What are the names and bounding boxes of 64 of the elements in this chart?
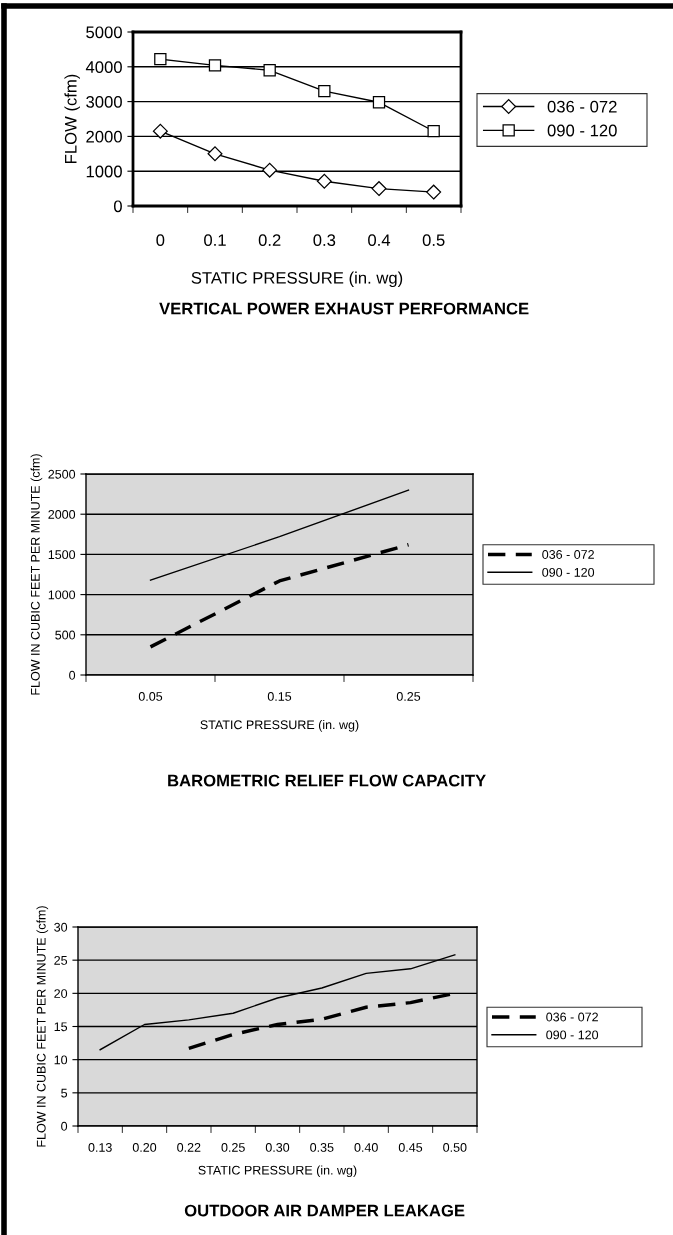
- point: [263, 64, 276, 77]
- x-tick-label: 0.15: [267, 692, 292, 701]
- x-tick-label: 0.22: [177, 1143, 201, 1152]
- y-tick-label: 1500: [48, 550, 76, 560]
- y-tick-label: 5000: [86, 26, 122, 39]
- y-tick-label: 4000: [85, 61, 122, 73]
- legend-label: 090 - 120: [546, 1030, 599, 1040]
- y-tick-label: 500: [55, 630, 76, 640]
- legend-label: 090 - 120: [547, 124, 617, 137]
- text: BAROMETRIC RELIEF FLOW CAPACITY: [168, 774, 486, 787]
- text: OUTDOOR AIR DAMPER LEAKAGE: [184, 1204, 465, 1217]
- y-tick-label: 3000: [86, 96, 122, 108]
- y-axis-title: FLOW (cfm): [64, 74, 80, 163]
- x-axis-title: STATIC PRESSURE (in. wg): [198, 1165, 357, 1178]
- text: VERTICAL POWER EXHAUST PERFORMANCE: [159, 302, 529, 315]
- x-tick-label: 0.25: [221, 1143, 245, 1152]
- point: [371, 181, 387, 197]
- y-tick-label: 25: [54, 955, 68, 965]
- x-tick-label: 0.40: [354, 1143, 378, 1152]
- x-tick-label: 0.45: [398, 1143, 423, 1152]
- point: [154, 52, 167, 66]
- point: [426, 184, 442, 200]
- point: [316, 173, 332, 189]
- x-tick-label: 0.5: [422, 234, 445, 247]
- y-tick-label: 2000: [48, 510, 76, 519]
- point: [208, 59, 222, 72]
- x-axis-title: STATIC PRESSURE (in. wg): [200, 719, 359, 732]
- y-tick-label: 15: [54, 1022, 68, 1032]
- legend-label: 036 - 072: [542, 550, 594, 559]
- legend-label: 036 - 072: [547, 100, 617, 113]
- y-tick-label: 20: [54, 989, 68, 998]
- point: [262, 162, 278, 178]
- x-tick-label: 0.4: [368, 234, 391, 247]
- x-tick-label: 0.2: [258, 234, 281, 247]
- x-tick-label: 0.35: [310, 1143, 334, 1152]
- point: [152, 123, 168, 139]
- x-tick-label: 0.05: [138, 692, 163, 701]
- x-tick-label: 0.3: [313, 234, 336, 247]
- x-axis-title: STATIC PRESSURE (in. wg): [191, 271, 403, 288]
- x-tick-label: 0.20: [132, 1143, 157, 1152]
- y-axis-title: FLOW IN CUBIC FEET PER MINUTE (cfm): [30, 454, 43, 695]
- point: [427, 124, 440, 138]
- x-tick-label: 0.25: [396, 692, 421, 701]
- y-tick-label: 0: [69, 670, 76, 680]
- y-tick-label: 1000: [48, 590, 76, 600]
- y-tick-label: 30: [54, 922, 68, 932]
- x-tick-label: 0.50: [443, 1143, 467, 1152]
- y-axis-title: FLOW IN CUBIC FEET PER MINUTE (cfm): [36, 906, 49, 1147]
- legend-label: 036 - 072: [546, 1012, 598, 1022]
- x-tick-label: 0.13: [88, 1143, 112, 1152]
- x-tick-label: 0: [156, 234, 165, 247]
- point: [372, 96, 386, 109]
- y-tick-label: 2500: [48, 469, 76, 479]
- x-tick-label: 0.30: [265, 1143, 290, 1152]
- y-tick-label: 0: [61, 1121, 68, 1131]
- y-tick-label: 5: [61, 1088, 68, 1098]
- point: [207, 146, 223, 162]
- x-tick-label: 0.1: [204, 234, 226, 247]
- y-tick-label: 10: [54, 1055, 68, 1065]
- y-tick-label: 2000: [86, 130, 122, 143]
- y-tick-label: 0: [113, 200, 122, 213]
- y-tick-label: 1000: [86, 165, 122, 178]
- point: [318, 84, 331, 98]
- legend-label: 090 - 120: [542, 567, 595, 577]
